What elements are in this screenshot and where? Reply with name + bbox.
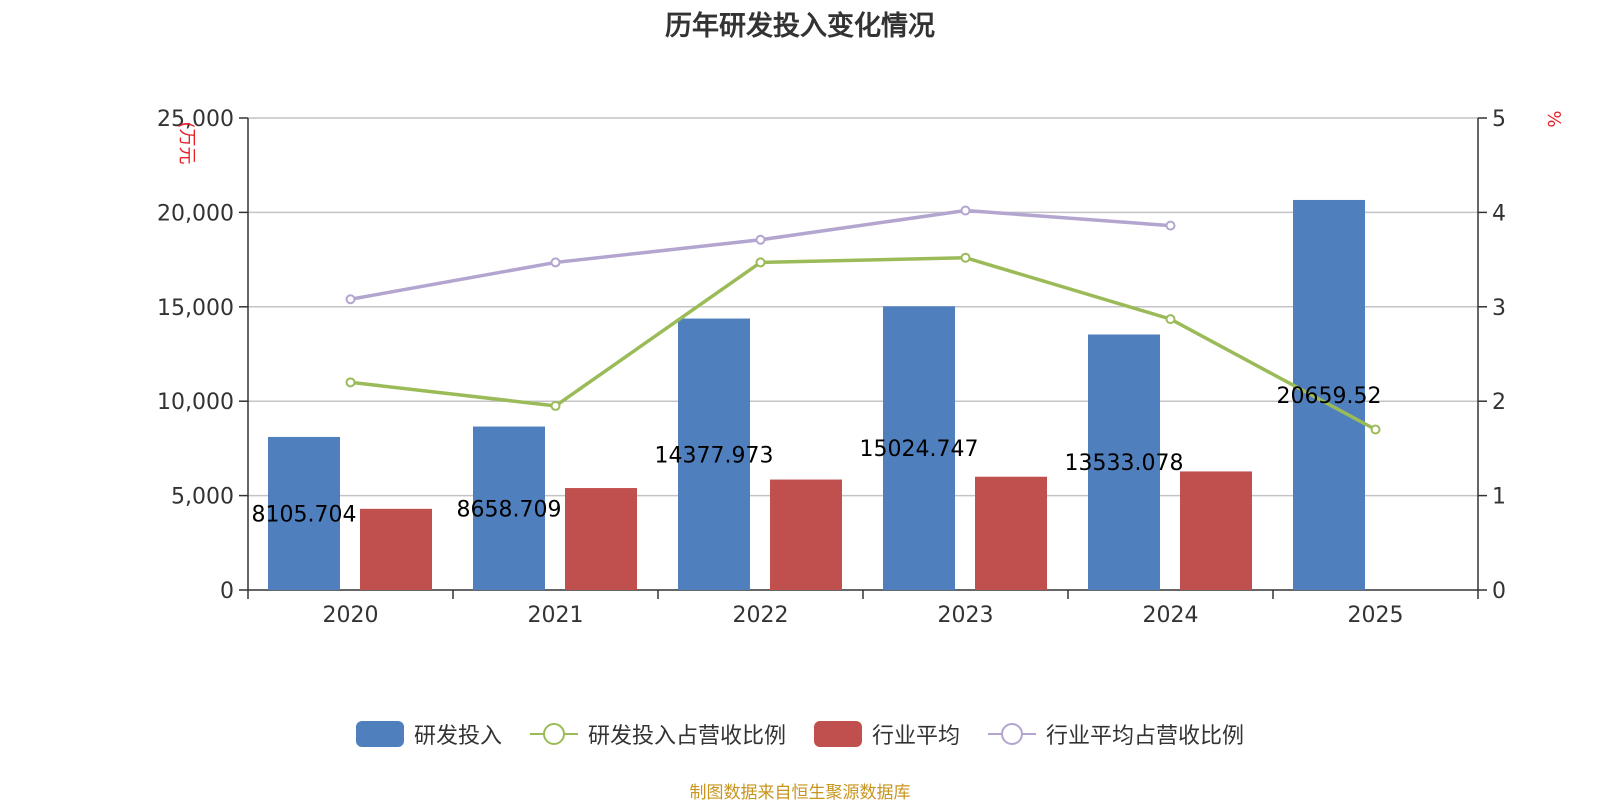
legend-item-rd-ratio[interactable]: 研发投入占营收比例 bbox=[529, 718, 786, 750]
point-industry-ratio bbox=[1165, 220, 1176, 231]
legend-bar-icon bbox=[355, 721, 404, 747]
bar-industry-average bbox=[1180, 471, 1252, 590]
y-right-unit: % bbox=[1543, 110, 1564, 127]
legend: 研发投入 研发投入占营收比例 行业平均 行业平均占营收比例 bbox=[0, 718, 1600, 750]
point-industry-ratio bbox=[960, 205, 971, 216]
bar-rd-investment bbox=[268, 436, 340, 590]
legend-bar-icon bbox=[814, 721, 862, 747]
y-right-tick-label: 2 bbox=[1492, 390, 1506, 415]
legend-label: 研发投入占营收比例 bbox=[587, 724, 786, 749]
point-rd-ratio bbox=[960, 252, 971, 263]
data-label-rd-investment: 15024.747 bbox=[860, 437, 979, 462]
y-left-tick-label: 10,000 bbox=[157, 390, 234, 415]
point-industry-ratio bbox=[550, 257, 561, 268]
legend-item-industry-ratio[interactable]: 行业平均占营收比例 bbox=[988, 718, 1244, 750]
x-tick-label: 2024 bbox=[1143, 603, 1199, 628]
bar-rd-investment bbox=[473, 426, 545, 590]
y-right-tick-label: 0 bbox=[1492, 579, 1506, 604]
line-industry-ratio bbox=[350, 208, 1171, 301]
y-right-tick-label: 1 bbox=[1492, 485, 1506, 510]
point-rd-ratio bbox=[345, 377, 356, 388]
point-rd-ratio bbox=[550, 400, 561, 411]
bar-rd-investment bbox=[678, 318, 750, 590]
legend-item-rd-investment[interactable]: 研发投入 bbox=[355, 718, 502, 750]
data-label-rd-investment: 13533.078 bbox=[1065, 451, 1184, 476]
data-label-rd-investment: 14377.973 bbox=[655, 443, 774, 468]
legend-item-industry-avg[interactable]: 行业平均 bbox=[814, 718, 960, 750]
legend-line-icon bbox=[529, 723, 578, 745]
point-industry-ratio bbox=[345, 294, 356, 305]
legend-label: 研发投入 bbox=[413, 724, 502, 749]
data-label-rd-investment: 8658.709 bbox=[457, 497, 562, 522]
source-note: 制图数据来自恒生聚源数据库 bbox=[689, 783, 911, 803]
y-right-tick-label: 5 bbox=[1492, 107, 1506, 132]
bar-rd-investment bbox=[1088, 334, 1160, 590]
x-tick-label: 2025 bbox=[1348, 603, 1404, 628]
y-left-unit: (万元 bbox=[176, 121, 197, 164]
legend-label: 行业平均占营收比例 bbox=[1046, 724, 1245, 749]
x-tick-label: 2021 bbox=[528, 603, 584, 628]
y-left-tick-label: 25,000 bbox=[157, 107, 234, 132]
legend-label: 行业平均 bbox=[872, 724, 961, 749]
y-left-tick-label: 5,000 bbox=[171, 485, 234, 510]
point-rd-ratio bbox=[755, 257, 766, 268]
point-industry-ratio bbox=[755, 234, 766, 245]
x-tick-label: 2022 bbox=[733, 603, 789, 628]
chart-title: 历年研发投入变化情况 bbox=[665, 11, 935, 42]
bar-industry-average bbox=[360, 508, 432, 590]
bar-rd-investment bbox=[1293, 199, 1365, 591]
chart-plot: 0 5,000 10,000 15,000 20,000 25,000(万元 0 1 2 3 4 5%… bbox=[157, 107, 1564, 628]
bar-industry-average bbox=[565, 488, 637, 590]
data-label-rd-investment: 8105.704 bbox=[252, 502, 357, 527]
legend-line-icon bbox=[988, 723, 1037, 745]
bar-industry-average bbox=[770, 479, 842, 590]
bar-industry-average bbox=[975, 476, 1047, 590]
y-right-tick-label: 3 bbox=[1492, 296, 1506, 321]
line-rd-ratio bbox=[350, 255, 1377, 432]
data-label-rd-investment: 20659.52 bbox=[1277, 384, 1382, 409]
y-right-tick-label: 4 bbox=[1492, 201, 1506, 226]
bar-rd-investment bbox=[883, 306, 955, 590]
x-tick-label: 2020 bbox=[323, 603, 379, 628]
point-rd-ratio bbox=[1370, 424, 1381, 435]
point-rd-ratio bbox=[1165, 314, 1176, 325]
y-left-tick-label: 20,000 bbox=[157, 201, 234, 226]
y-left-tick-label: 15,000 bbox=[157, 296, 234, 321]
y-left-tick-label: 0 bbox=[220, 579, 234, 604]
x-tick-label: 2023 bbox=[938, 603, 994, 628]
